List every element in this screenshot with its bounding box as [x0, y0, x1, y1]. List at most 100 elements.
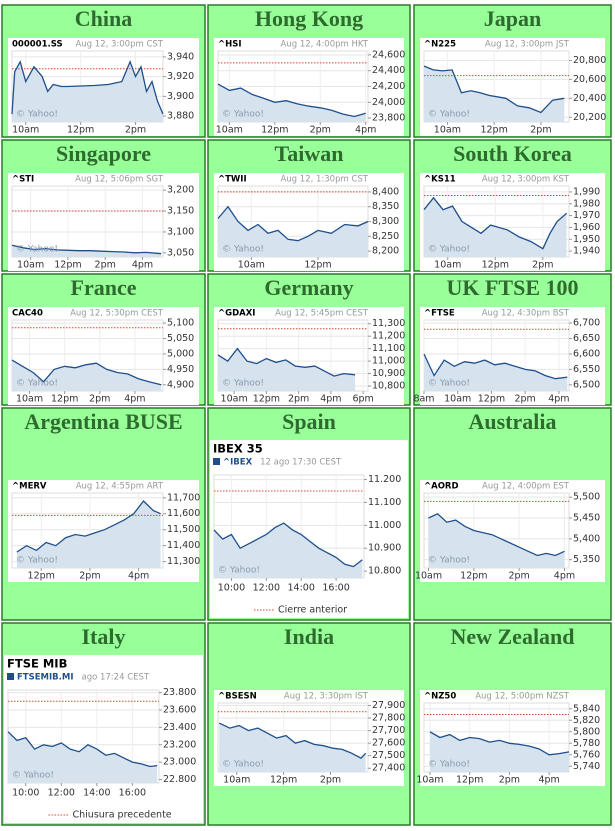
y-tick-label: 22.800 [163, 774, 196, 785]
symbol: ^GDAXI [218, 309, 255, 319]
price-line [16, 500, 161, 553]
symbol: ^BSESN [218, 692, 257, 702]
y-tick-label: 1,960 [573, 222, 600, 233]
x-tick-label: 12pm [253, 394, 280, 405]
x-tick-label: 2pm [89, 394, 110, 405]
plot-area [11, 185, 164, 258]
chart-title: IBEX 35 [213, 442, 263, 456]
y-tick-label: 10,900 [372, 368, 405, 379]
y-tick-label: 11,100 [372, 343, 405, 354]
y-tick-label: 11,300 [372, 318, 405, 329]
x-tick-label: 14:00 [83, 788, 110, 799]
y-tick-label: 11,500 [167, 524, 200, 535]
x-tick-label: 10am [238, 260, 265, 271]
y-tick-label: 10.800 [368, 566, 401, 577]
y-tick-label: 11,300 [167, 556, 200, 567]
x-tick-label: 2pm [79, 571, 100, 582]
y-tick-label: 5,740 [573, 761, 600, 772]
y-tick-label: 10.900 [368, 543, 401, 554]
y-tick-label: 11,700 [167, 492, 200, 503]
y-tick-label: 6,700 [573, 318, 600, 329]
y-tick-label: 6,500 [573, 379, 600, 390]
region-title: New Zealand [450, 624, 574, 649]
area [424, 354, 568, 391]
x-tick-label: 12pm [270, 775, 297, 786]
x-tick-label: 4pm [124, 394, 145, 405]
watermark: © Yahoo! [428, 245, 470, 255]
price-line [423, 65, 565, 114]
region-title: France [71, 275, 137, 300]
x-tick-label: 12pm [28, 571, 55, 582]
area [218, 84, 366, 122]
area [214, 523, 363, 578]
y-tick-label: 6,550 [573, 364, 600, 375]
x-tick-label: 12pm [304, 260, 331, 271]
y-tick-label: 20,800 [573, 55, 606, 66]
symbol: ^HSI [218, 40, 242, 50]
area [428, 513, 565, 568]
x-tick-label: 2pm [310, 125, 331, 136]
y-tick-label: 5,840 [573, 703, 600, 714]
x-tick-label: 2pm [514, 394, 535, 405]
y-tick-label: 6,600 [573, 348, 600, 359]
x-tick-label: 2pm [288, 394, 309, 405]
y-tick-label: 1,980 [573, 198, 600, 209]
y-tick-label: 27,700 [372, 725, 405, 736]
symbol: ^NZ50 [424, 692, 456, 702]
price-line [11, 359, 162, 386]
y-tick-label: 23,800 [372, 113, 405, 124]
watermark: © Yahoo! [428, 556, 470, 566]
x-tick-label: 10am [434, 260, 461, 271]
area [12, 61, 163, 122]
x-tick-label: 16:00 [322, 583, 349, 594]
watermark: © Yahoo! [16, 245, 58, 255]
timestamp: 12 ago 17:30 CEST [260, 458, 342, 468]
x-tick-label: 2pm [508, 571, 529, 582]
y-tick-label: 5,400 [573, 533, 600, 544]
y-tick-label: 27,600 [372, 738, 405, 749]
price-line [217, 205, 369, 242]
timestamp: Aug 12, 5:30pm CEST [70, 309, 164, 319]
y-tick-label: 11,200 [372, 331, 405, 342]
y-tick-label: 10,800 [372, 381, 405, 392]
y-tick-label: 5,780 [573, 738, 600, 749]
area [8, 731, 158, 783]
y-tick-label: 11.200 [368, 474, 401, 485]
region-title: Japan [484, 6, 541, 31]
x-tick-label: 12pm [261, 125, 288, 136]
x-tick-label: 2pm [530, 125, 551, 136]
x-tick-label: 10:00 [218, 583, 245, 594]
x-tick-label: 12pm [54, 260, 81, 271]
x-tick-label: 10am [415, 571, 442, 582]
price-line [7, 731, 158, 768]
x-tick-label: 4pm [355, 125, 376, 136]
timestamp: Aug 12, 3:00pm JST [485, 40, 570, 50]
y-tick-label: 20,600 [573, 74, 606, 85]
region-title: Spain [282, 409, 336, 434]
y-tick-label: 5,760 [573, 749, 600, 760]
x-tick-label: 10am [221, 394, 248, 405]
y-tick-label: 1,970 [573, 210, 600, 221]
symbol: ^N225 [424, 40, 456, 50]
y-tick-label: 8,250 [372, 231, 399, 242]
legend-swatch [7, 673, 14, 680]
y-tick-label: 4,950 [167, 364, 194, 375]
area [16, 501, 161, 568]
timestamp: Aug 12, 4:30pm BST [482, 309, 570, 319]
x-tick-label: 10am [17, 260, 44, 271]
symbol: ^TWII [218, 175, 247, 185]
y-tick-label: 5,800 [573, 726, 600, 737]
region-title: UK FTSE 100 [446, 275, 578, 300]
symbol: ^AORD [424, 482, 459, 492]
legend-label: Chiusura precedente [73, 810, 172, 821]
x-tick-label: 16:00 [119, 788, 146, 799]
symbol: ^IBEX [223, 458, 253, 468]
region-title: Germany [264, 275, 353, 300]
price-line [423, 196, 568, 250]
watermark: © Yahoo! [428, 379, 470, 389]
price-line [11, 244, 162, 255]
x-tick-label: 12pm [460, 571, 487, 582]
symbol: CAC40 [12, 309, 43, 319]
y-tick-label: 6,650 [573, 333, 600, 344]
price-line [217, 83, 366, 118]
